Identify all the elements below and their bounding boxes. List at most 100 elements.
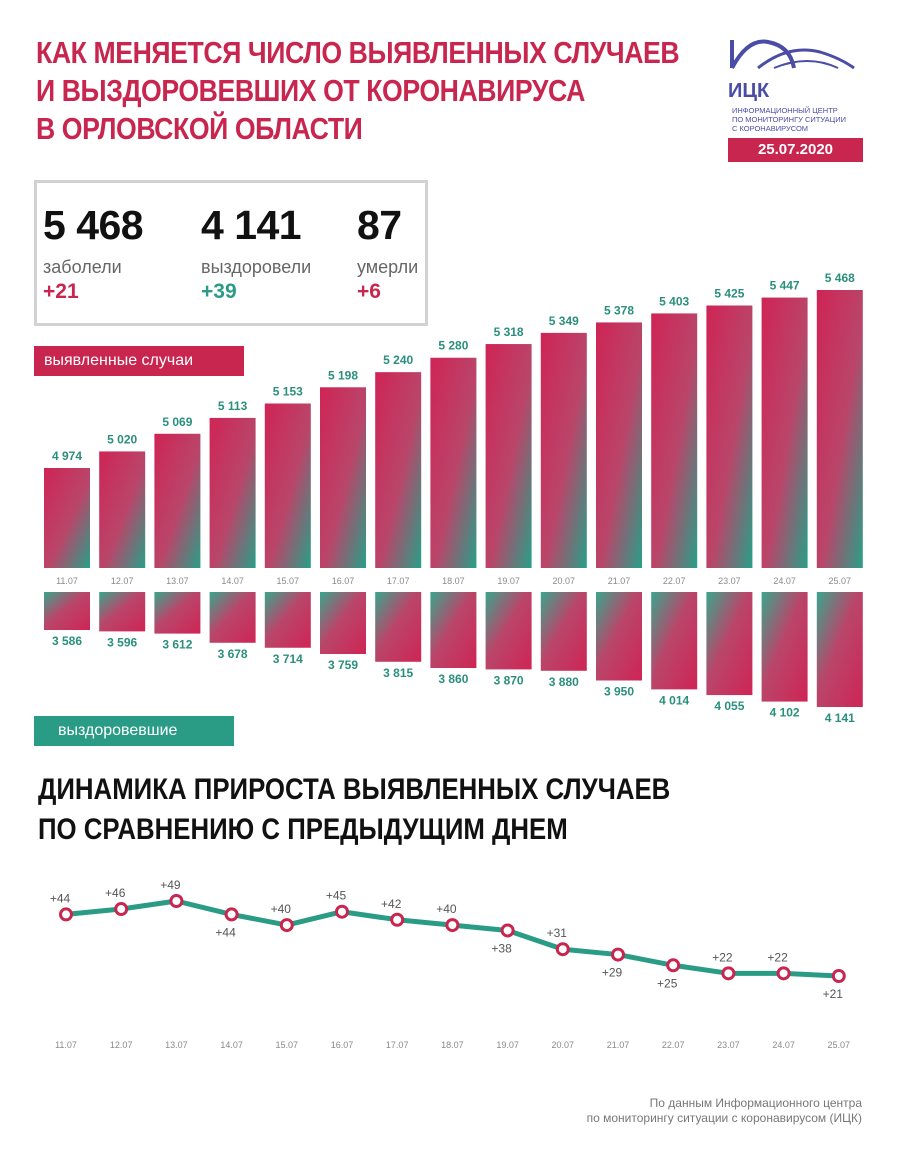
recovered-bar xyxy=(264,592,311,648)
cases-bar xyxy=(596,322,642,568)
cases-value-label: 5 349 xyxy=(549,314,579,328)
date-tick-label: 20.07 xyxy=(553,576,576,586)
recovered-value-label: 3 950 xyxy=(604,685,634,699)
cases-bar xyxy=(761,297,808,568)
cases-value-label: 5 447 xyxy=(770,279,800,293)
date-tick-label: 23.07 xyxy=(718,576,741,586)
footer-line: по мониторингу ситуации с коронавирусом … xyxy=(586,1111,862,1125)
date-tick-label: 22.07 xyxy=(662,1040,685,1050)
cases-bar xyxy=(209,417,256,568)
cases-value-label: 5 378 xyxy=(604,303,634,317)
cases-bar xyxy=(375,372,422,568)
increment-value-label: +40 xyxy=(436,902,457,916)
cases-value-label: 5 069 xyxy=(162,415,192,429)
increment-value-label: +44 xyxy=(215,925,236,939)
recovered-value-label: 3 860 xyxy=(438,672,468,686)
increment-point xyxy=(59,907,73,922)
recovered-value-label: 3 586 xyxy=(52,634,82,648)
section-subtitle: ДИНАМИКА ПРИРОСТА ВЫЯВЛЕННЫХ СЛУЧАЕВ ПО … xyxy=(38,770,670,850)
cases-value-label: 5 113 xyxy=(218,399,248,413)
stat-value: 5 468 xyxy=(43,202,144,248)
increment-point xyxy=(666,958,681,973)
recovered-value-label: 3 880 xyxy=(549,675,579,689)
date-tick-label: 15.07 xyxy=(277,576,300,586)
cases-value-label: 5 468 xyxy=(825,271,855,285)
increment-value-label: +46 xyxy=(105,886,126,900)
date-tick-label: 11.07 xyxy=(55,1040,77,1050)
recovered-value-label: 3 714 xyxy=(273,652,303,666)
recovered-value-label: 4 102 xyxy=(770,706,800,720)
cases-value-label: 5 318 xyxy=(494,325,524,339)
date-tick-label: 12.07 xyxy=(111,576,134,586)
recovered-value-label: 3 870 xyxy=(494,673,524,687)
increment-value-label: +22 xyxy=(767,950,788,964)
recovered-value-label: 3 596 xyxy=(107,635,137,649)
cases-bar xyxy=(154,433,201,568)
date-tick-label: 21.07 xyxy=(608,576,631,586)
stat-delta: +39 xyxy=(201,280,237,303)
stat-recovered: 4 141 выздоровели +39 xyxy=(201,203,311,304)
recovered-bar xyxy=(320,592,366,655)
stat-infected: 5 468 заболели +21 xyxy=(43,202,144,304)
increment-value-label: +45 xyxy=(326,889,347,903)
cases-value-label: 5 403 xyxy=(659,294,689,308)
stat-value: 4 141 xyxy=(201,202,302,248)
date-tick-label: 14.07 xyxy=(220,1040,243,1050)
recovered-value-label: 3 678 xyxy=(218,647,248,661)
increment-point xyxy=(279,918,294,933)
increment-point xyxy=(831,969,846,983)
cases-bar xyxy=(651,313,698,568)
footer-source: По данным Информационного центра по мони… xyxy=(587,1096,862,1126)
recovered-value-label: 4 141 xyxy=(825,711,855,725)
subtitle-line-1: ДИНАМИКА ПРИРОСТА ВЫЯВЛЕННЫХ СЛУЧАЕВ xyxy=(38,773,671,806)
increment-point xyxy=(169,894,184,908)
date-tick-label: 16.07 xyxy=(331,1040,354,1050)
recovered-bar xyxy=(154,592,201,634)
title-line-2: И ВЫЗДОРОВЕВШИХ ОТ КОРОНАВИРУСА xyxy=(36,73,586,108)
recovered-value-label: 4 055 xyxy=(714,699,744,713)
title-line-1: КАК МЕНЯЕТСЯ ЧИСЛО ВЫЯВЛЕННЫХ СЛУЧАЕВ xyxy=(36,35,680,70)
recovered-value-label: 3 815 xyxy=(383,666,413,680)
cases-value-label: 5 240 xyxy=(383,353,413,367)
logo-subtitle: Информационный центр по мониторингу ситу… xyxy=(732,106,872,133)
increment-value-label: +40 xyxy=(271,902,292,916)
increment-point xyxy=(335,904,349,919)
increment-value-label: +22 xyxy=(712,950,733,964)
recovered-bar xyxy=(99,592,146,632)
cases-value-label: 5 020 xyxy=(107,432,137,446)
logo-sub-line: по мониторингу ситуации xyxy=(732,115,846,124)
date-tick-label: 23.07 xyxy=(717,1040,740,1050)
stat-delta: +6 xyxy=(357,280,381,303)
date-tick-label: 24.07 xyxy=(773,576,796,586)
subtitle-line-2: ПО СРАВНЕНИЮ С ПРЕДЫДУЩИМ ДНЕМ xyxy=(38,813,568,846)
cases-bar xyxy=(485,344,532,568)
date-tick-label: 13.07 xyxy=(166,576,189,586)
cases-bar xyxy=(264,403,311,568)
increment-point xyxy=(776,966,791,981)
title-line-3: В ОРЛОВСКОЙ ОБЛАСТИ xyxy=(36,111,363,146)
logo-icon xyxy=(728,34,863,78)
date-badge: 25.07.2020 xyxy=(728,138,863,162)
cases-value-label: 5 153 xyxy=(273,385,303,399)
recovered-tag: выздоровевшие xyxy=(34,716,234,746)
recovered-bar xyxy=(596,592,642,681)
cases-bar xyxy=(320,387,366,568)
page-title: КАК МЕНЯЕТСЯ ЧИСЛО ВЫЯВЛЕННЫХ СЛУЧАЕВ И … xyxy=(36,34,680,148)
increment-value-label: +44 xyxy=(50,891,71,905)
increment-point xyxy=(555,942,570,957)
stat-label: выздоровели xyxy=(201,257,312,277)
recovered-bar xyxy=(816,592,863,707)
increment-point xyxy=(445,918,460,933)
increment-point xyxy=(500,923,515,938)
increment-value-label: +25 xyxy=(657,976,678,990)
increment-point xyxy=(721,966,736,981)
date-tick-label: 22.07 xyxy=(663,576,686,586)
cases-value-label: 5 198 xyxy=(328,368,358,382)
increment-point xyxy=(114,902,129,917)
stat-delta: +21 xyxy=(43,280,79,303)
recovered-bar xyxy=(651,592,698,690)
date-tick-label: 18.07 xyxy=(441,1040,464,1050)
increment-point xyxy=(611,947,625,962)
date-tick-label: 15.07 xyxy=(276,1040,299,1050)
